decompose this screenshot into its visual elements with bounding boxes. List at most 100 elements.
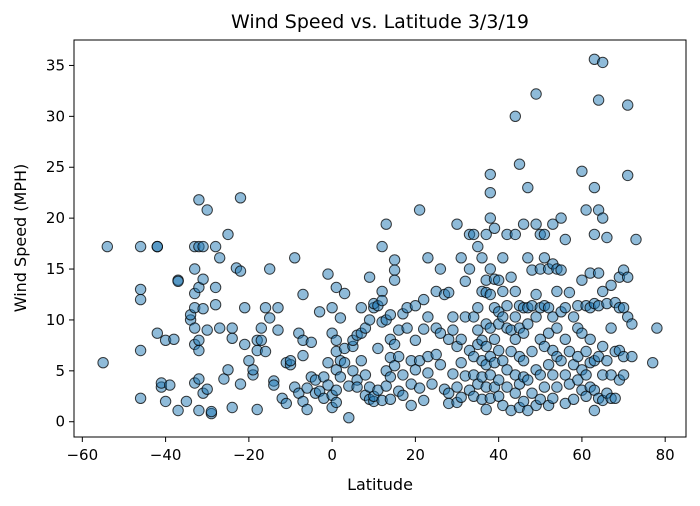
data-point [322, 379, 334, 391]
data-point [313, 306, 326, 318]
data-point [526, 387, 538, 399]
data-point [501, 364, 513, 376]
data-point [592, 94, 605, 106]
data-point [522, 404, 534, 417]
data-point [239, 302, 251, 314]
data-point [363, 314, 376, 326]
data-point [538, 252, 551, 264]
data-point [363, 271, 376, 283]
data-point [189, 322, 201, 334]
data-point [542, 327, 555, 339]
data-point [284, 355, 297, 367]
data-point [409, 300, 422, 312]
y-tick-label: 25 [46, 158, 65, 176]
data-point [326, 302, 338, 314]
data-point [547, 218, 559, 230]
data-point [468, 311, 480, 323]
data-point [451, 218, 463, 230]
data-point [534, 369, 546, 381]
data-point [517, 218, 530, 230]
data-point [526, 345, 538, 358]
data-point [459, 275, 471, 287]
x-axis-ticks: −60 −40 −20 0 20 40 60 80 [66, 437, 675, 464]
data-point [530, 311, 542, 323]
y-tick-label: 30 [46, 107, 65, 125]
data-point [455, 252, 467, 264]
data-point [497, 311, 509, 323]
data-point [272, 302, 284, 314]
data-point [338, 357, 351, 369]
data-point [509, 311, 521, 323]
data-point [580, 345, 592, 358]
data-point [480, 340, 492, 353]
data-point [509, 228, 521, 241]
data-point [426, 378, 438, 390]
data-point [413, 382, 426, 394]
data-point [388, 254, 401, 266]
data-point [338, 287, 351, 300]
data-point [497, 252, 509, 264]
y-tick-label: 15 [46, 260, 65, 278]
data-point [530, 88, 542, 100]
data-point [509, 387, 521, 399]
data-point [501, 381, 513, 393]
data-point [476, 252, 488, 264]
y-tick-label: 20 [46, 209, 65, 227]
data-point [418, 394, 430, 407]
data-point [617, 302, 630, 314]
data-point [297, 349, 309, 362]
x-tick-label: 20 [406, 446, 425, 464]
data-point [555, 264, 567, 276]
data-point [234, 378, 247, 390]
data-point [193, 344, 205, 357]
data-point [597, 340, 609, 353]
data-point [588, 404, 601, 417]
data-point [397, 369, 409, 381]
data-point [592, 267, 605, 279]
data-point [330, 334, 342, 346]
data-point [626, 318, 638, 330]
data-point [547, 392, 559, 404]
data-point [351, 381, 363, 393]
data-point [484, 263, 496, 275]
data-point [372, 342, 384, 355]
x-tick-label: −20 [233, 446, 265, 464]
data-point [201, 383, 213, 395]
data-point [584, 333, 596, 345]
data-point [168, 333, 180, 345]
data-point [289, 252, 301, 264]
data-point [572, 350, 584, 363]
data-point [388, 338, 401, 351]
data-point [393, 350, 405, 363]
data-point [222, 228, 234, 241]
data-point [555, 355, 567, 367]
data-point [159, 395, 172, 408]
data-point [601, 355, 613, 367]
data-point [134, 392, 147, 404]
data-point [488, 333, 501, 345]
data-point [272, 324, 284, 336]
data-point [264, 312, 276, 324]
data-point [164, 379, 176, 391]
data-point [513, 158, 526, 170]
data-point [222, 364, 234, 376]
data-point [297, 288, 309, 301]
data-point [517, 395, 530, 408]
data-point [301, 382, 313, 394]
data-point [334, 312, 347, 324]
data-point [330, 281, 342, 294]
y-axis-ticks: 0 5 10 15 20 25 30 35 [46, 56, 74, 431]
y-axis-label: Wind Speed (MPH) [11, 164, 30, 313]
data-point [330, 396, 342, 409]
data-point [201, 324, 213, 336]
data-point [601, 231, 613, 244]
data-point [251, 403, 263, 416]
data-point [376, 294, 388, 307]
data-point [609, 392, 621, 404]
data-point [422, 367, 434, 379]
data-point [397, 389, 409, 401]
data-point [343, 412, 355, 424]
data-point [509, 110, 521, 123]
x-tick-label: −60 [66, 446, 98, 464]
